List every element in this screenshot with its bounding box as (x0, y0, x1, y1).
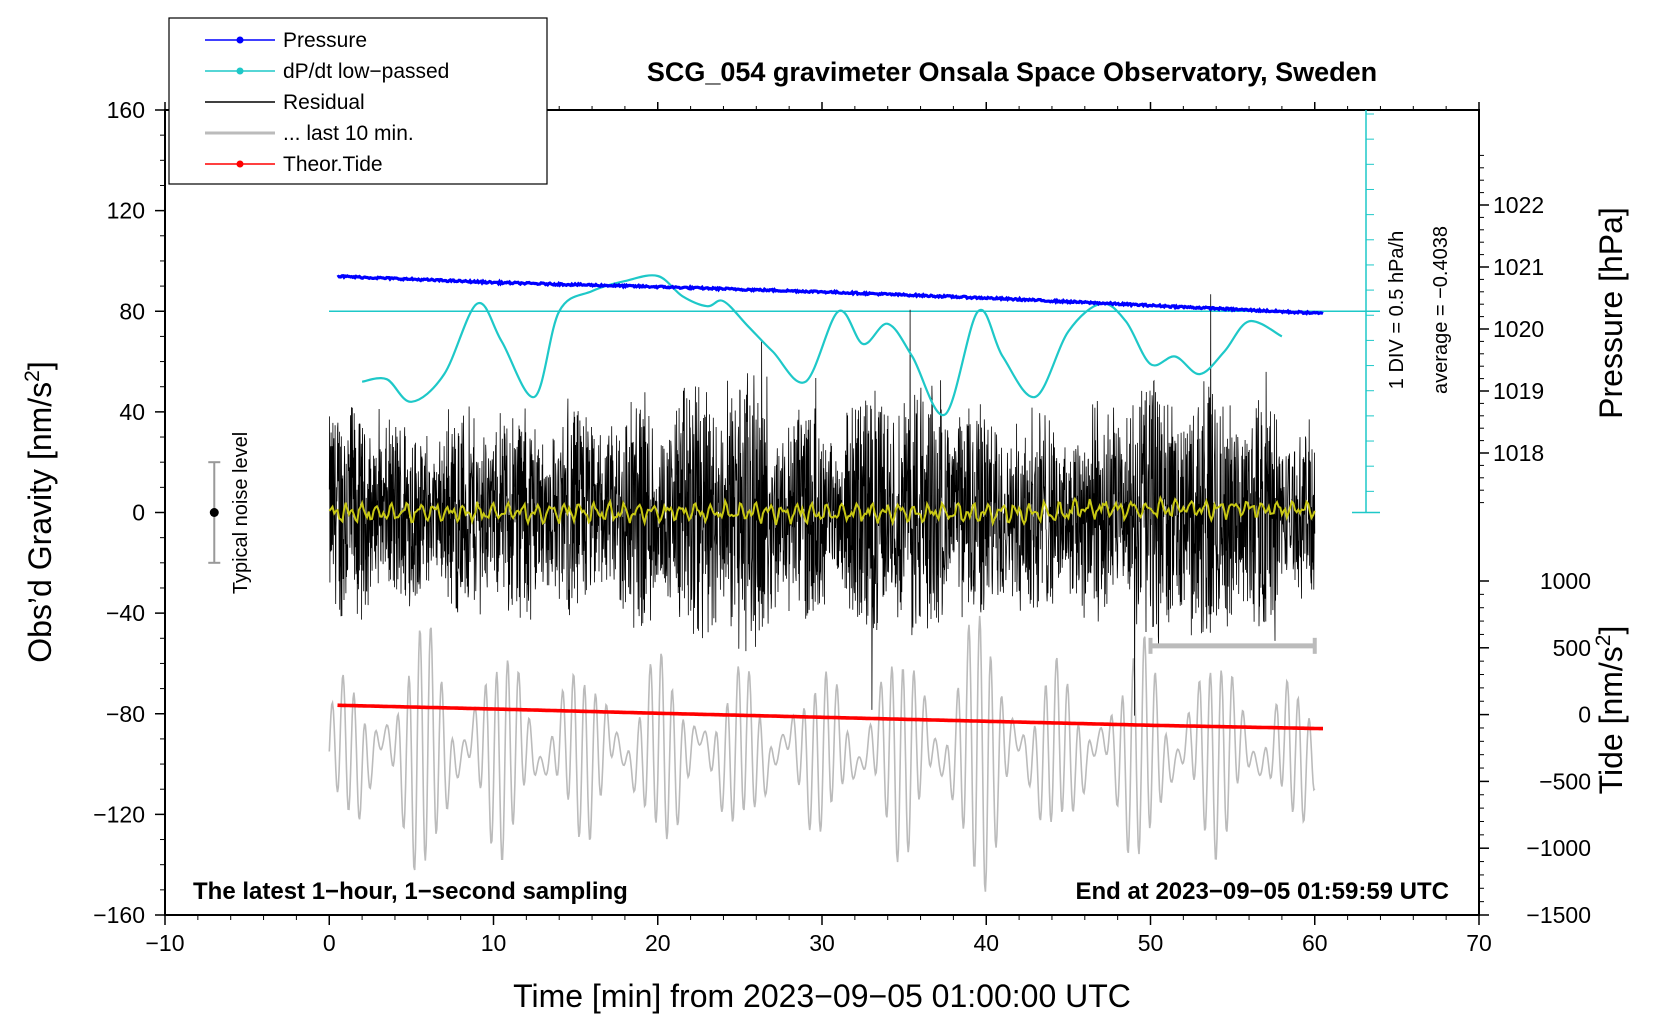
y-tick-label: 80 (119, 298, 145, 324)
pressure-tick-label: 1020 (1493, 316, 1544, 342)
tide-tick-label: −500 (1539, 768, 1591, 794)
x-tick-label: 40 (973, 930, 999, 956)
y-axis-pressure-title: Pressure [hPa] (1593, 207, 1629, 419)
residual-smoothed-line (328, 495, 1316, 527)
tide-tick-label: 500 (1553, 635, 1591, 661)
legend-label: ... last 10 min. (283, 122, 414, 145)
y-tide-title-sup: 2 (1592, 635, 1615, 647)
y-tick-label: 160 (107, 97, 145, 123)
div-label: 1 DIV = 0.5 hPa/h (1386, 231, 1408, 389)
pressure-series (336, 273, 1324, 316)
dpdt-line (361, 274, 1283, 417)
residual-smoothed-series (328, 495, 1316, 527)
tide-tick-label: 0 (1578, 702, 1591, 728)
y-tick-label: −160 (93, 902, 145, 928)
x-tick-label: 30 (809, 930, 835, 956)
y-tick-label: 0 (132, 500, 145, 526)
last-10-min-bar (1148, 637, 1317, 654)
tide-tick-label: 1000 (1540, 568, 1591, 594)
y-axis-tide-title: Tide [nm/s2] (1592, 626, 1629, 795)
legend-label: Pressure (283, 29, 367, 52)
x-tick-label: 0 (323, 930, 336, 956)
y-left-title-end: ] (22, 361, 58, 370)
legend-swatch-marker (236, 36, 244, 44)
y-left-title-sup: 2 (21, 370, 44, 382)
y-axis-tide: −1500 −1000 −500 0 500 1000 (1479, 568, 1591, 928)
dpdt-scale (1352, 110, 1380, 514)
legend: Pressure dP/dt low−passed Residual ... last… (168, 17, 548, 185)
noise-level-label: Typical noise level (230, 432, 252, 594)
dpdt-series (361, 274, 1283, 417)
y-axis-left-title: Obs’d Gravity [nm/s2] (21, 361, 58, 663)
x-tick-label: 50 (1138, 930, 1164, 956)
y-tick-label: 40 (119, 399, 145, 425)
legend-label: dP/dt low−passed (283, 60, 449, 83)
legend-label: Theor.Tide (283, 153, 383, 176)
noise-dot (209, 508, 219, 517)
residual-series (328, 294, 1316, 716)
tide-tick-label: −1000 (1526, 835, 1591, 861)
x-tick-label: 20 (645, 930, 671, 956)
chart-title: SCG_054 gravimeter Onsala Space Observat… (647, 57, 1377, 87)
last-10-min-line (328, 615, 1316, 892)
y-tick-label: −120 (93, 801, 145, 827)
tide-series (337, 703, 1323, 731)
x-axis: −10 0 10 20 30 40 50 60 70 (145, 102, 1492, 956)
residual-line (328, 294, 1316, 716)
bottom-right-annotation: End at 2023−09−05 01:59:59 UTC (1075, 878, 1449, 905)
y-axis-pressure: 1018 1019 1020 1021 1022 (1479, 154, 1544, 504)
last-10-min-series (328, 615, 1316, 892)
y-tick-label: −80 (106, 701, 145, 727)
legend-swatch-marker (236, 67, 244, 75)
noise-level-indicator (208, 461, 221, 564)
x-tick-label: 70 (1466, 930, 1492, 956)
x-axis-title: Time [min] from 2023−09−05 01:00:00 UTC (513, 978, 1131, 1014)
x-tick-label: 60 (1302, 930, 1328, 956)
average-label: average = −0.4038 (1430, 226, 1452, 394)
x-tick-label: 10 (481, 930, 507, 956)
tide-tick-label: −1500 (1526, 902, 1591, 928)
legend-label: Residual (283, 91, 365, 114)
pressure-tick-label: 1019 (1493, 378, 1544, 404)
legend-swatch-marker (236, 160, 244, 168)
y-tide-title-main: Tide [nm/s (1593, 646, 1629, 794)
y-tick-label: −40 (106, 600, 145, 626)
x-tick-label: −10 (145, 930, 184, 956)
pressure-tick-label: 1018 (1493, 440, 1544, 466)
y-axis-left: −160 −120 −80 −40 0 40 80 120 160 (93, 97, 165, 928)
tide-line (337, 703, 1323, 731)
pressure-tick-label: 1022 (1493, 192, 1544, 218)
pressure-line (336, 273, 1324, 316)
pressure-tick-label: 1021 (1493, 254, 1544, 280)
y-tide-title-end: ] (1593, 626, 1629, 635)
y-tick-label: 120 (107, 198, 145, 224)
y-left-title-main: Obs’d Gravity [nm/s (22, 382, 58, 663)
legend-box (168, 17, 548, 185)
bottom-left-annotation: The latest 1−hour, 1−second sampling (193, 878, 628, 905)
